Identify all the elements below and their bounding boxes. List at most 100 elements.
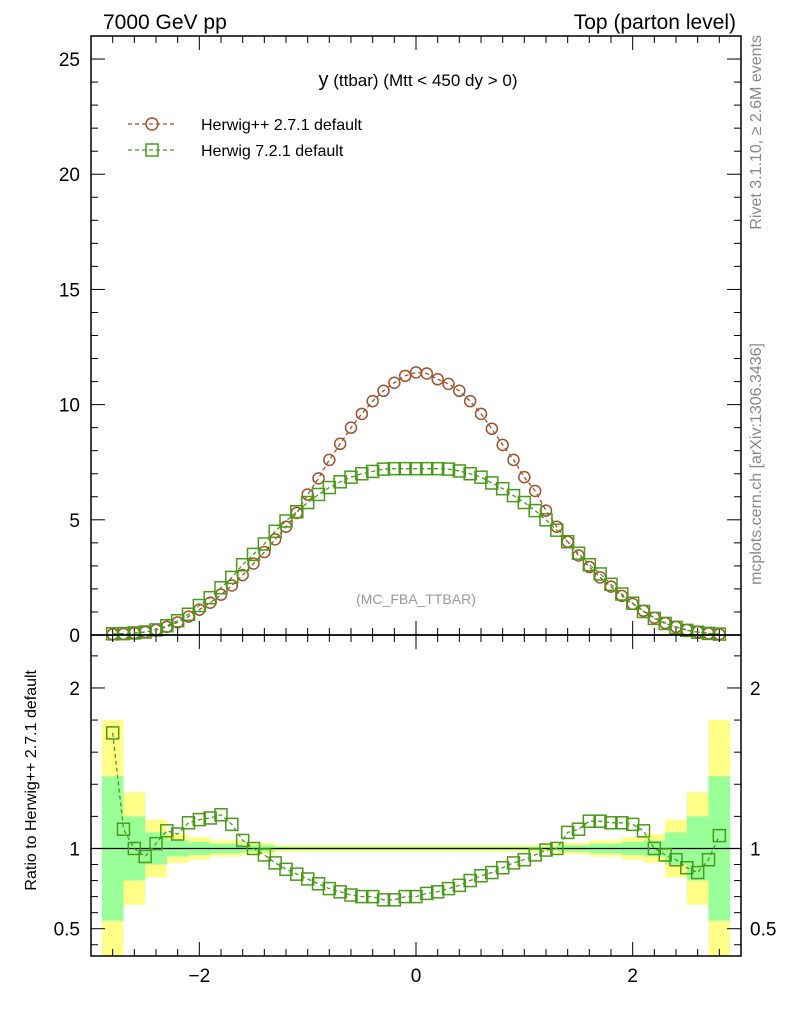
data-point-herwigpp bbox=[323, 453, 336, 467]
ratio-point-herwig7 bbox=[235, 833, 250, 848]
ratio-point-herwig7 bbox=[571, 822, 586, 836]
ratio-uncertainty-bands bbox=[101, 720, 731, 956]
ratio-point-herwig7 bbox=[387, 893, 402, 907]
ratio-point-herwig7 bbox=[485, 865, 499, 880]
ratio-y-tick-label: 0.5 bbox=[54, 920, 80, 941]
plot-title-rest: (ttbar) (Mtt < 450 dy > 0) bbox=[329, 71, 518, 90]
main-y-tick-label: 15 bbox=[59, 280, 80, 301]
data-point-herwigpp bbox=[507, 453, 520, 467]
plot-title-main: y bbox=[319, 69, 329, 91]
ratio-point-herwig7 bbox=[279, 862, 293, 877]
ratio-point-herwig7 bbox=[376, 893, 391, 907]
data-point-herwigpp bbox=[420, 367, 434, 380]
ratio-point-herwig7 bbox=[550, 841, 564, 856]
data-point-herwigpp bbox=[463, 394, 477, 408]
ratio-point-herwig7 bbox=[495, 860, 510, 875]
data-point-herwigpp bbox=[431, 373, 444, 386]
ratio-point-herwig7 bbox=[539, 843, 553, 857]
data-point-herwigpp bbox=[268, 533, 282, 546]
data-point-herwig7 bbox=[235, 557, 250, 572]
data-point-herwig7 bbox=[604, 577, 618, 592]
data-point-herwig7 bbox=[495, 481, 510, 496]
data-point-herwig7 bbox=[539, 513, 553, 527]
data-point-herwig7 bbox=[116, 626, 131, 641]
x-tick-label: −2 bbox=[188, 966, 210, 987]
main-y-tick-label: 25 bbox=[59, 50, 80, 71]
data-point-herwig7 bbox=[160, 619, 174, 633]
ratio-point-herwig7 bbox=[420, 886, 434, 901]
ratio-point-herwig7 bbox=[506, 856, 521, 870]
data-point-herwig7 bbox=[669, 620, 683, 635]
data-point-herwig7 bbox=[290, 504, 304, 519]
data-point-herwig7 bbox=[680, 623, 694, 638]
data-point-herwig7 bbox=[257, 537, 272, 551]
ratio-point-herwig7 bbox=[290, 867, 304, 881]
legend: Herwig++ 2.7.1 default Herwig 7.2.1 defa… bbox=[128, 117, 363, 160]
ratio-point-herwig7 bbox=[712, 828, 727, 843]
data-point-herwig7 bbox=[506, 488, 521, 503]
data-point-herwig7 bbox=[333, 475, 347, 489]
data-point-herwigpp bbox=[203, 596, 217, 609]
ratio-point-herwig7 bbox=[138, 849, 152, 864]
rivet-label: Rivet 3.1.10, ≥ 2.6M events bbox=[748, 35, 765, 230]
ratio-point-herwig7 bbox=[430, 885, 445, 899]
legend-entry-herwigpp: Herwig++ 2.7.1 default bbox=[128, 117, 363, 134]
data-point-herwig7 bbox=[571, 546, 586, 560]
data-point-herwig7 bbox=[365, 464, 380, 479]
ratio-point-herwig7 bbox=[257, 848, 272, 862]
ratio-point-herwig7 bbox=[528, 848, 542, 862]
ratio-point-herwig7 bbox=[160, 824, 174, 838]
ratio-point-herwig7 bbox=[452, 878, 467, 893]
data-point-herwig7 bbox=[344, 470, 358, 484]
legend-entry-herwig7: Herwig 7.2.1 default bbox=[128, 143, 344, 160]
main-y-tick-label: 10 bbox=[59, 396, 80, 417]
ratio-point-herwig7 bbox=[636, 824, 651, 838]
ratio-ylabel: Ratio to Herwig++ 2.7.1 default bbox=[23, 669, 40, 890]
ratio-point-herwig7 bbox=[203, 811, 217, 825]
data-point-herwigpp bbox=[214, 588, 228, 601]
data-point-herwigpp bbox=[398, 369, 412, 383]
ratio-point-herwig7 bbox=[300, 872, 315, 886]
header-left: 7000 GeV pp bbox=[103, 11, 227, 34]
data-point-herwigpp bbox=[388, 376, 401, 389]
ratio-point-herwig7 bbox=[225, 817, 239, 832]
data-point-herwig7 bbox=[181, 607, 196, 622]
ratio-point-herwig7 bbox=[333, 885, 347, 899]
data-point-herwig7 bbox=[517, 495, 532, 510]
data-point-herwig7 bbox=[225, 570, 239, 585]
ratio-point-herwig7 bbox=[192, 812, 207, 827]
data-point-herwig7 bbox=[192, 598, 207, 613]
x-tick-label: 0 bbox=[411, 966, 422, 987]
data-point-herwig7 bbox=[279, 514, 293, 528]
data-point-herwigpp bbox=[648, 611, 661, 624]
ratio-point-herwig7 bbox=[582, 814, 597, 828]
data-point-herwigpp bbox=[485, 422, 499, 436]
data-point-herwig7 bbox=[138, 625, 152, 639]
ratio-point-herwig7 bbox=[127, 841, 142, 856]
ratio-axis-ticks: −2 0 2 0.5 0.5 1 1 2 2 bbox=[54, 635, 776, 987]
data-point-herwig7 bbox=[441, 462, 456, 476]
ratio-point-herwig7 bbox=[409, 889, 423, 904]
data-point-herwigpp bbox=[366, 394, 379, 408]
ratio-line-herwig7 bbox=[112, 732, 720, 901]
ratio-point-herwig7 bbox=[105, 726, 120, 740]
data-point-herwig7 bbox=[300, 495, 315, 510]
plot-title: y (ttbar) (Mtt < 450 dy > 0) bbox=[319, 69, 518, 91]
ratio-point-herwig7 bbox=[398, 889, 412, 904]
analysis-watermark: (MC_FBA_TTBAR) bbox=[356, 591, 476, 607]
ratio-y-tick-label-right: 2 bbox=[750, 679, 761, 700]
ratio-point-herwig7 bbox=[593, 814, 607, 828]
data-point-herwig7 bbox=[463, 466, 477, 481]
ratio-y-tick-label-right: 1 bbox=[750, 839, 761, 860]
data-point-herwigpp bbox=[518, 470, 531, 484]
legend-label-herwigpp: Herwig++ 2.7.1 default bbox=[201, 117, 363, 134]
legend-marker-herwig7 bbox=[145, 143, 159, 157]
data-point-herwigpp bbox=[333, 437, 347, 451]
ratio-point-herwig7 bbox=[322, 881, 337, 896]
data-point-herwigpp bbox=[344, 421, 358, 434]
data-point-herwig7 bbox=[550, 523, 564, 537]
mcplots-label: mcplots.cern.ch [arXiv:1306.3436] bbox=[748, 343, 765, 585]
data-point-herwigpp bbox=[377, 384, 390, 398]
ratio-point-herwig7 bbox=[344, 888, 358, 902]
data-point-herwigpp bbox=[453, 384, 466, 398]
